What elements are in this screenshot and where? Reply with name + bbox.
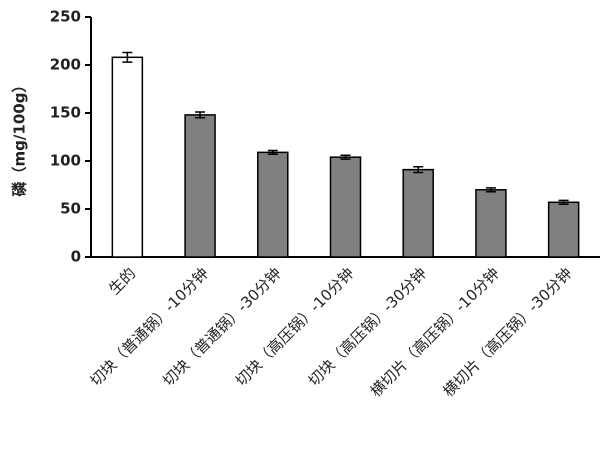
error-bar xyxy=(558,199,569,205)
y-tick-label: 0 xyxy=(71,248,81,266)
y-tick-label: 50 xyxy=(60,200,81,218)
bar xyxy=(547,201,580,258)
error-bar xyxy=(413,166,424,174)
error-bar xyxy=(340,154,351,160)
x-tick-label: 切块（高压锅）-30分钟 xyxy=(305,264,431,390)
bar xyxy=(184,114,216,258)
error-bar xyxy=(122,51,133,63)
x-tick-label: 横切片（高压锅）-10分钟 xyxy=(367,264,503,400)
y-tick-label: 100 xyxy=(50,152,81,170)
x-tick-label: 横切片（高压锅）-30分钟 xyxy=(440,264,576,400)
bar xyxy=(329,156,362,258)
error-bar xyxy=(267,149,278,156)
y-axis-label: 磷（mg/100g） xyxy=(11,78,29,197)
y-tick-label: 200 xyxy=(50,56,81,74)
x-tick-label: 切块（高压锅）-10分钟 xyxy=(232,264,358,390)
y-tick-label: 250 xyxy=(50,8,81,26)
x-tick-label: 切块（普通锅）-10分钟 xyxy=(87,264,213,390)
bar xyxy=(257,151,289,258)
y-tick-label: 150 xyxy=(50,104,81,122)
bar xyxy=(475,189,507,258)
error-bar xyxy=(485,187,496,193)
bar xyxy=(402,168,434,258)
x-tick-label: 切块（普通锅）-30分钟 xyxy=(159,264,285,390)
bar xyxy=(111,56,144,258)
x-tick-label: 生的 xyxy=(105,264,139,298)
error-bar xyxy=(195,111,206,119)
